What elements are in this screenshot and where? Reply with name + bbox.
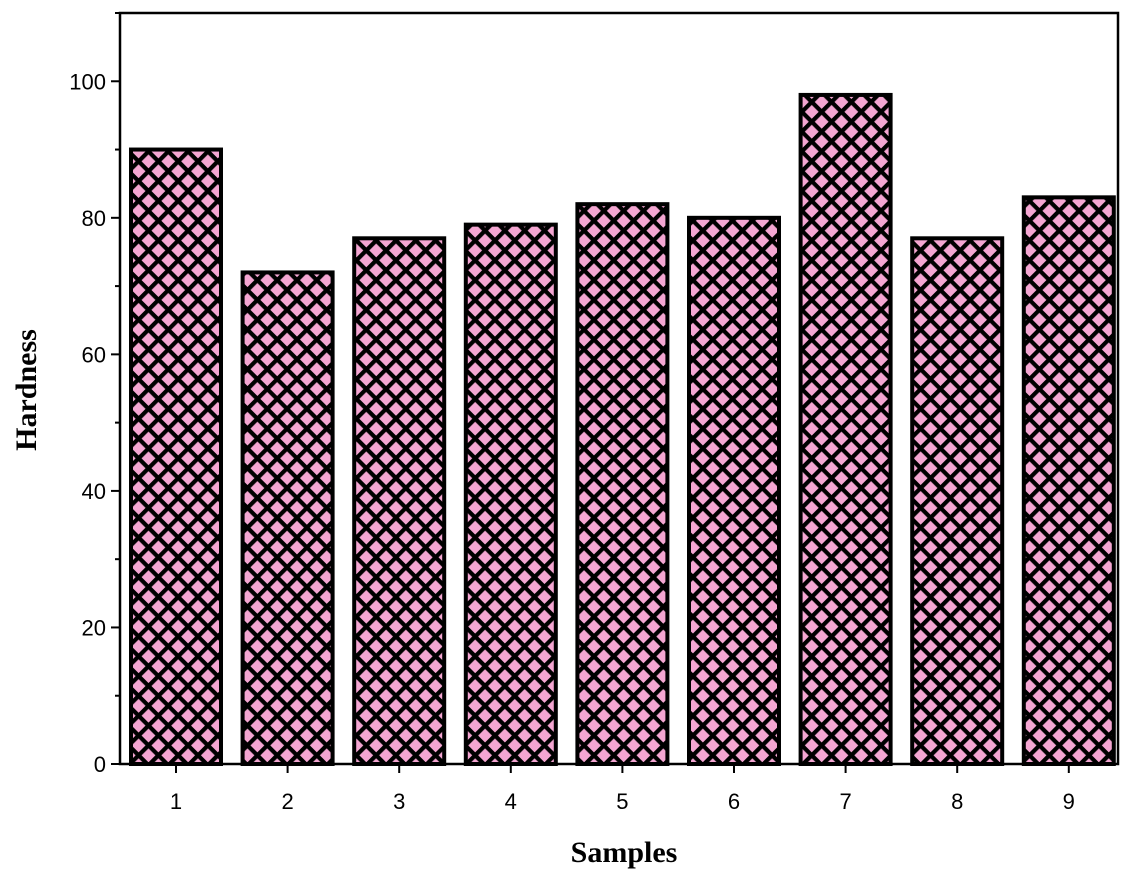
x-tick-label: 1 [170, 789, 182, 814]
x-tick-label: 8 [951, 789, 963, 814]
x-tick-label: 6 [728, 789, 740, 814]
y-tick-label: 0 [94, 752, 106, 777]
x-tick-label: 7 [839, 789, 851, 814]
y-tick-label: 40 [82, 479, 106, 504]
bar-sample-1 [129, 147, 223, 766]
y-tick-label: 60 [82, 342, 106, 367]
y-axis-title: Hardness [10, 329, 43, 451]
y-axis-ticks: 0 20 40 60 80 100 [69, 12, 120, 777]
bar-sample-2 [240, 270, 335, 766]
x-tick-label: 3 [393, 789, 405, 814]
x-tick-label: 5 [616, 789, 628, 814]
bar-sample-6 [687, 215, 781, 766]
y-tick-label: 20 [82, 615, 106, 640]
bar-sample-7 [798, 92, 893, 767]
bar-sample-9 [1021, 195, 1116, 766]
x-tick-label: 9 [1063, 789, 1075, 814]
x-tick-label: 4 [505, 789, 517, 814]
bar-sample-4 [463, 222, 558, 767]
bar-sample-5 [575, 202, 670, 766]
x-axis-title: Samples [571, 836, 678, 869]
bar-sample-3 [352, 236, 447, 767]
x-tick-label: 2 [281, 789, 293, 814]
x-axis-ticks: 1 2 3 4 5 6 7 8 9 [170, 764, 1075, 814]
bars [129, 92, 1116, 767]
y-tick-label: 100 [69, 69, 106, 94]
y-tick-label: 80 [82, 206, 106, 231]
bar-sample-8 [910, 236, 1005, 767]
